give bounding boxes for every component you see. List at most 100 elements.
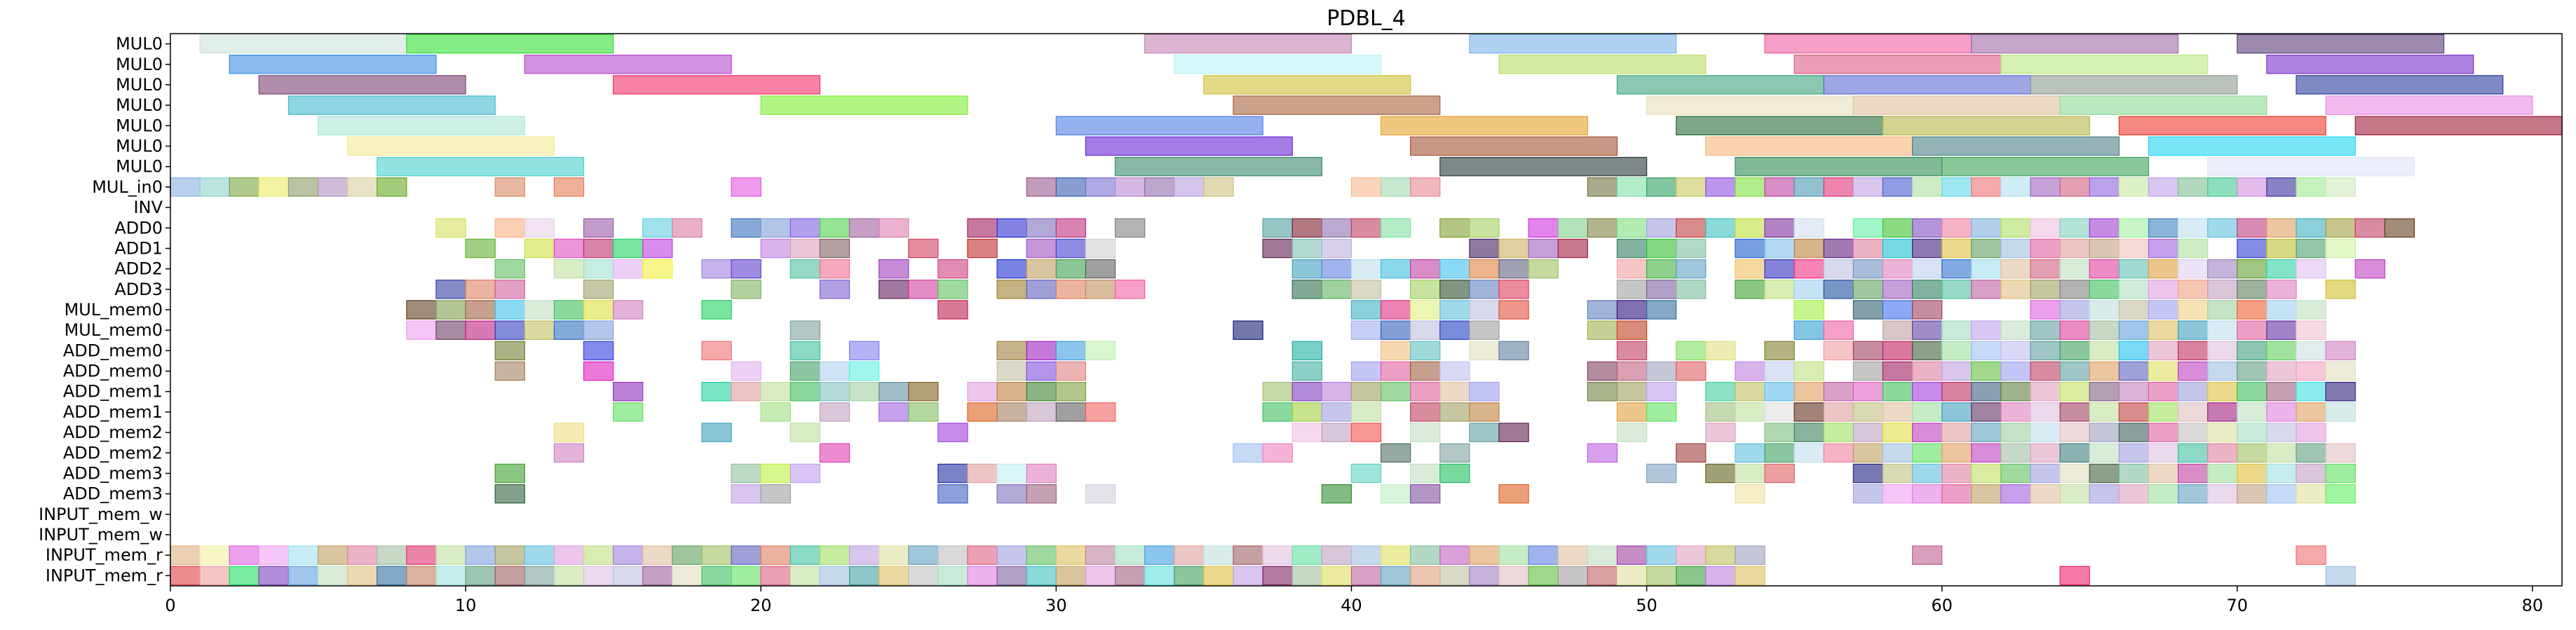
task-bar: [1646, 238, 1677, 259]
task-bar: [1646, 218, 1677, 238]
task-bar: [2296, 238, 2326, 259]
task-bar: [1350, 463, 1382, 484]
task-bar: [1794, 280, 1824, 299]
task-bar: [1646, 463, 1677, 484]
task-bar: [701, 545, 732, 565]
y-tick-label: MUL0: [116, 137, 163, 156]
task-bar: [347, 136, 555, 156]
task-bar: [2089, 341, 2120, 361]
task-bar: [848, 341, 880, 361]
task-bar: [996, 341, 1027, 361]
task-bar: [1971, 443, 2002, 463]
task-bar: [2266, 443, 2297, 463]
task-bar: [908, 545, 939, 565]
task-bar: [1882, 443, 1913, 463]
task-bar: [2030, 320, 2061, 340]
task-bar: [2148, 484, 2179, 504]
task-bar: [1911, 341, 1943, 361]
task-bar: [613, 566, 644, 586]
task-bar: [2296, 443, 2326, 463]
task-bar: [2089, 218, 2120, 238]
y-tick-label: MUL0: [116, 34, 163, 54]
task-bar: [1794, 423, 1824, 442]
task-bar: [1469, 300, 1500, 320]
task-bar: [1262, 545, 1293, 565]
task-bar: [2237, 238, 2267, 259]
task-bar: [1764, 423, 1795, 442]
task-bar: [1971, 423, 2002, 442]
task-bar: [2177, 382, 2209, 402]
task-bar: [1823, 280, 1854, 299]
task-bar: [1971, 402, 2002, 422]
task-bar: [1616, 320, 1648, 340]
task-bar: [731, 361, 761, 381]
task-bar: [1410, 341, 1441, 361]
task-bar: [701, 341, 732, 361]
task-bar: [1911, 361, 1943, 381]
task-bar: [1321, 484, 1353, 504]
task-bar: [1911, 545, 1943, 565]
task-bar: [199, 545, 230, 565]
task-bar: [1911, 320, 1943, 340]
task-bar: [613, 75, 821, 95]
task-bar: [524, 218, 555, 238]
task-bar: [1911, 300, 1943, 320]
task-bar: [731, 484, 761, 504]
task-bar: [819, 382, 850, 402]
task-bar: [1380, 382, 1411, 402]
task-bar: [1735, 382, 1765, 402]
task-bar: [524, 566, 555, 586]
task-bar: [2296, 300, 2326, 320]
task-bar: [2177, 300, 2209, 320]
task-bar: [1764, 218, 1795, 238]
task-bar: [406, 300, 437, 320]
task-bar: [1705, 382, 1736, 402]
y-tick-label: MUL_mem0: [65, 300, 163, 320]
task-bar: [1262, 218, 1293, 238]
task-bar: [1911, 443, 1943, 463]
task-bar: [1616, 218, 1648, 238]
task-bar: [1439, 463, 1470, 484]
task-bar: [465, 300, 496, 320]
task-bar: [1646, 259, 1677, 279]
task-bar: [1439, 545, 1470, 565]
task-bar: [1882, 238, 1913, 259]
task-bar: [2266, 463, 2297, 484]
task-bar: [2030, 280, 2061, 299]
task-bar: [2000, 484, 2031, 504]
task-bar: [2148, 423, 2179, 442]
task-bar: [1735, 238, 1765, 259]
task-bar: [1292, 259, 1322, 279]
task-bar: [1852, 443, 1884, 463]
task-bar: [1823, 423, 1854, 442]
task-bar: [731, 259, 761, 279]
task-bar: [1410, 382, 1441, 402]
task-bar: [1911, 463, 1943, 484]
task-bar: [1498, 55, 1707, 74]
task-bar: [2266, 382, 2297, 402]
task-bar: [2266, 484, 2297, 504]
task-bar: [2148, 382, 2179, 402]
task-bar: [1439, 280, 1470, 299]
task-bar: [819, 443, 850, 463]
x-tick-label: 30: [1045, 596, 1067, 615]
task-bar: [879, 545, 909, 565]
task-bar: [583, 566, 614, 586]
task-bar: [1350, 280, 1382, 299]
task-bar: [1764, 34, 1972, 54]
task-bar: [613, 259, 644, 279]
x-tick-label: 0: [165, 596, 175, 615]
task-bar: [1882, 320, 1913, 340]
task-bar: [258, 566, 290, 586]
task-bar: [1114, 156, 1322, 177]
task-bar: [1498, 423, 1529, 442]
task-bar: [553, 300, 585, 320]
task-bar: [2296, 218, 2326, 238]
task-bar: [524, 545, 555, 565]
task-bar: [2207, 259, 2238, 279]
task-bar: [1350, 259, 1382, 279]
task-bar: [2030, 177, 2061, 197]
task-bar: [1941, 423, 1972, 442]
task-bar: [701, 382, 732, 402]
task-bar: [2207, 218, 2238, 238]
